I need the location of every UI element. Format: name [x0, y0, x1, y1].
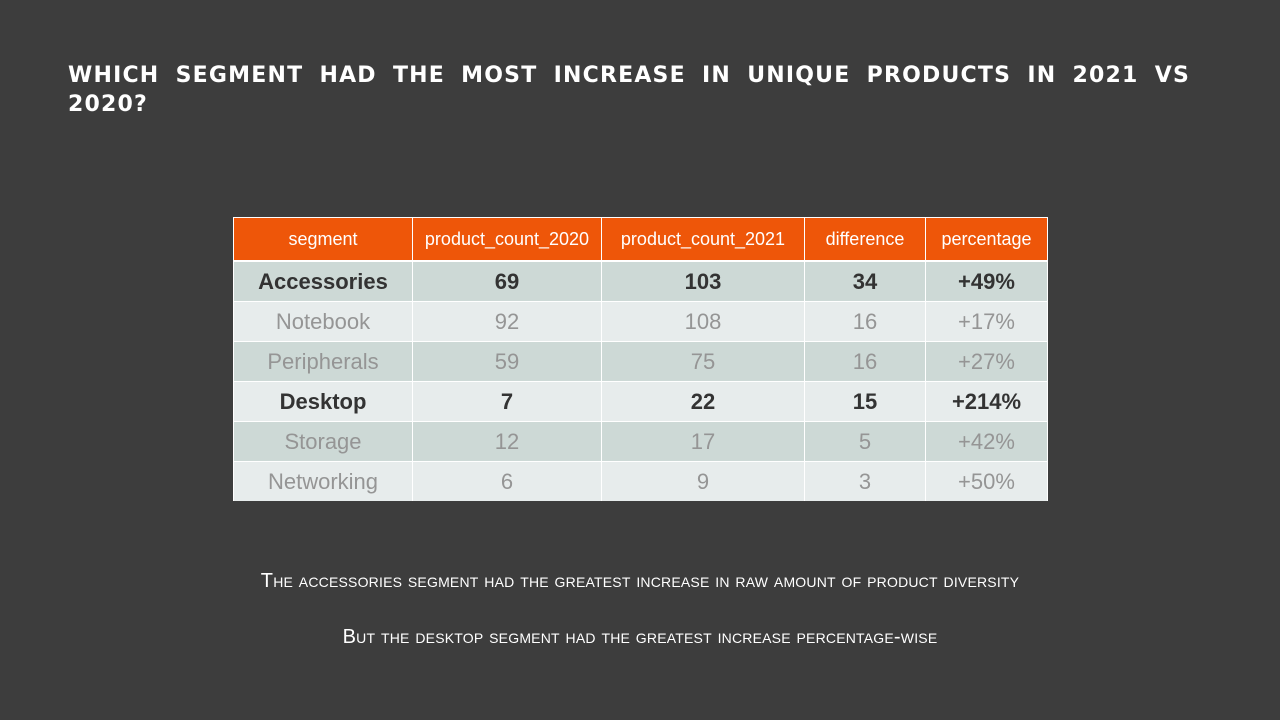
cell-percentage: +50% — [925, 461, 1048, 501]
header-segment: segment — [233, 217, 413, 262]
cell-segment: Desktop — [233, 381, 413, 422]
header-product-count-2020: product_count_2020 — [412, 217, 602, 262]
cell-segment: Accessories — [233, 260, 413, 302]
header-percentage: percentage — [925, 217, 1048, 262]
cell-count-2020: 92 — [412, 301, 602, 342]
cell-count-2020: 59 — [412, 341, 602, 382]
cell-segment: Storage — [233, 421, 413, 462]
table-row: Desktop 7 22 15 +214% — [233, 381, 1048, 422]
cell-count-2021: 9 — [601, 461, 805, 501]
table-row: Networking 6 9 3 +50% — [233, 461, 1048, 501]
table-header-row: segment product_count_2020 product_count… — [233, 217, 1048, 262]
segment-product-count-table: segment product_count_2020 product_count… — [233, 217, 1048, 501]
cell-count-2020: 6 — [412, 461, 602, 501]
header-difference: difference — [804, 217, 926, 262]
cell-segment: Networking — [233, 461, 413, 501]
cell-difference: 15 — [804, 381, 926, 422]
table-row: Notebook 92 108 16 +17% — [233, 301, 1048, 342]
cell-difference: 16 — [804, 301, 926, 342]
cell-percentage: +49% — [925, 260, 1048, 302]
slide-title: WHICH SEGMENT HAD THE MOST INCREASE IN U… — [68, 63, 1190, 117]
cell-count-2020: 69 — [412, 260, 602, 302]
cell-difference: 3 — [804, 461, 926, 501]
caption-raw-increase: The accessories segment had the greatest… — [260, 570, 1020, 592]
cell-segment: Peripherals — [233, 341, 413, 382]
cell-segment: Notebook — [233, 301, 413, 342]
cell-difference: 16 — [804, 341, 926, 382]
cell-difference: 34 — [804, 260, 926, 302]
table-row: Accessories 69 103 34 +49% — [233, 260, 1048, 302]
cell-count-2021: 22 — [601, 381, 805, 422]
cell-percentage: +42% — [925, 421, 1048, 462]
cell-difference: 5 — [804, 421, 926, 462]
cell-count-2021: 75 — [601, 341, 805, 382]
cell-count-2020: 12 — [412, 421, 602, 462]
caption-percentage-increase: But the desktop segment had the greatest… — [342, 626, 938, 648]
table-row: Storage 12 17 5 +42% — [233, 421, 1048, 462]
header-product-count-2021: product_count_2021 — [601, 217, 805, 262]
cell-count-2020: 7 — [412, 381, 602, 422]
cell-count-2021: 103 — [601, 260, 805, 302]
cell-percentage: +214% — [925, 381, 1048, 422]
cell-count-2021: 17 — [601, 421, 805, 462]
table-row: Peripherals 59 75 16 +27% — [233, 341, 1048, 382]
cell-count-2021: 108 — [601, 301, 805, 342]
cell-percentage: +17% — [925, 301, 1048, 342]
cell-percentage: +27% — [925, 341, 1048, 382]
